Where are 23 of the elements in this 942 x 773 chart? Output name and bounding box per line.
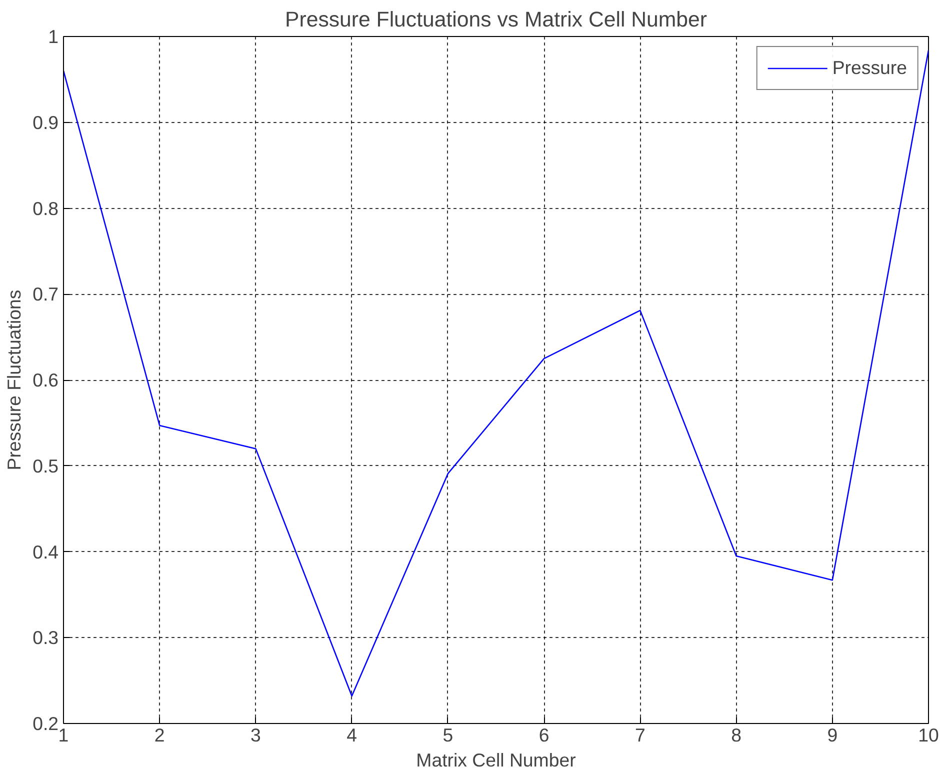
x-tick-label: 3 [250, 724, 261, 746]
x-tick-label: 4 [346, 724, 358, 746]
x-tick-label: 9 [827, 724, 838, 746]
y-tick-label: 0.6 [32, 370, 59, 390]
x-axis-title: Matrix Cell Number [416, 750, 576, 770]
line-series [64, 50, 928, 697]
x-tick-label: 7 [634, 724, 646, 746]
x-tick-label: 2 [154, 724, 165, 746]
x-tick-label: 10 [918, 724, 939, 746]
y-tick-label: 0.8 [32, 198, 59, 219]
x-tick-label: 5 [442, 724, 454, 746]
y-tick-label: 0.7 [32, 284, 59, 305]
y-tick-label: 0.4 [32, 541, 59, 562]
y-tick-label: 0.2 [32, 713, 59, 734]
x-tick-label: 6 [538, 724, 550, 746]
y-tick-label: 0.3 [32, 627, 59, 648]
x-tick-label: 8 [731, 724, 742, 746]
legend-label: Pressure [832, 57, 907, 79]
y-tick-label: 1 [48, 26, 59, 47]
y-tick-label: 0.9 [32, 112, 59, 133]
chart-title: Pressure Fluctuations vs Matrix Cell Number [285, 8, 707, 32]
y-axis-title: Pressure Fluctuations [4, 290, 25, 470]
y-tick-label: 0.5 [32, 455, 59, 476]
